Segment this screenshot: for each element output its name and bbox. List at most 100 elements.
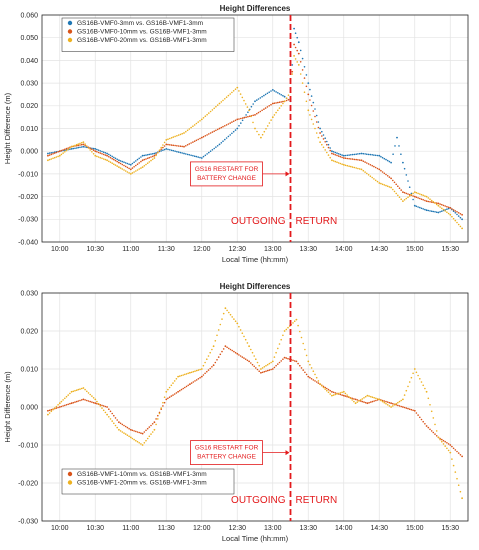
data-point [146,154,149,156]
data-point [150,159,152,162]
data-point [114,164,117,166]
data-point [373,397,376,399]
data-point [395,402,398,405]
data-point [155,423,157,426]
annotation-box [190,440,263,466]
data-point [204,154,207,157]
data-point [364,401,367,404]
data-point [346,395,348,398]
data-point [104,405,107,408]
data-point [434,423,436,426]
data-point [424,423,426,425]
data-point [96,155,98,158]
data-point [353,398,355,400]
x-axis-label: Local Time (hh:mm) [222,534,289,543]
data-point [299,61,302,63]
data-point [236,127,239,130]
data-point [209,351,211,354]
data-point [341,391,343,394]
data-point [439,203,441,205]
data-point [261,95,263,98]
data-point [175,392,178,394]
data-point [287,98,290,101]
data-point [176,150,178,153]
data-point [145,158,147,160]
data-point [429,428,431,431]
region-label-return: RETURN [296,495,338,506]
data-point [65,147,68,150]
data-point [309,363,311,366]
data-point [204,135,207,137]
data-point [82,145,85,148]
data-point [397,185,399,187]
data-point [104,158,107,161]
data-point [397,404,399,407]
legend-box [61,468,235,495]
data-point [146,427,149,430]
legend-marker [67,20,73,26]
data-point [314,127,316,130]
data-point [293,43,295,46]
data-point [439,206,441,208]
data-point [207,369,210,371]
data-point [133,438,135,441]
data-point [181,152,183,154]
data-point [209,150,212,152]
data-point [388,405,391,407]
data-point [381,183,384,186]
data-point [118,166,120,169]
data-point [432,417,435,419]
data-point [197,121,199,123]
data-point [143,158,146,161]
data-point [82,398,85,401]
data-point [72,145,75,147]
data-point [129,168,132,171]
data-point [380,182,382,185]
data-point [53,407,56,409]
data-point [332,151,335,153]
data-point [412,192,414,195]
x-tick-label: 14:30 [370,525,388,532]
data-point [388,176,391,178]
data-point [339,153,342,156]
data-point [252,103,254,105]
data-point [263,366,266,368]
data-point [143,431,146,433]
data-point [211,109,214,111]
data-point [86,145,88,147]
data-point [213,107,215,110]
data-point [163,148,166,151]
data-point [97,149,100,151]
data-point [376,398,379,400]
data-point [228,347,230,350]
data-point [67,148,69,151]
data-point [447,207,450,210]
data-point [303,66,306,68]
data-point [153,152,156,155]
data-point [403,191,406,194]
data-point [299,364,301,367]
data-point [388,186,391,188]
data-point [263,108,265,110]
data-point [278,343,281,345]
data-point [158,412,161,415]
data-point [271,368,274,370]
legend-label: GS16B-VMF0-10mm vs. GS16B-VMF1-3mm [77,29,207,36]
data-point [121,168,124,170]
data-point [190,154,192,157]
data-point [113,158,115,161]
data-point [405,197,408,200]
data-point [240,122,242,124]
data-point [170,395,173,397]
y-axis-label: Height Difference (m) [3,92,12,164]
data-point [75,400,78,403]
data-point [296,61,299,63]
data-point [447,206,450,209]
data-point [176,145,178,147]
data-point [212,364,215,367]
data-point [192,141,194,143]
data-point [457,223,460,226]
data-point [412,195,414,197]
data-point [291,64,294,66]
data-point [133,171,135,173]
